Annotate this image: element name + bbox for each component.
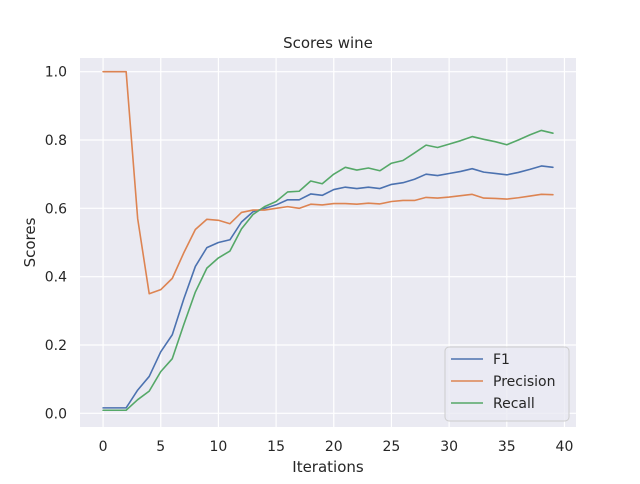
series-line-f1 — [102, 165, 554, 409]
x-axis-label: Iterations — [292, 458, 364, 476]
legend-label-recall: Recall — [493, 396, 535, 412]
x-tick-label: 15 — [267, 439, 285, 455]
y-axis-label: Scores — [21, 217, 39, 267]
legend-label-f1: F1 — [493, 352, 510, 368]
legend-label-precision: Precision — [493, 374, 555, 390]
y-tick-label: 0.4 — [45, 270, 67, 286]
x-tick-label: 5 — [156, 439, 165, 455]
y-tick-label: 0.8 — [45, 133, 67, 149]
x-tick-label: 40 — [556, 439, 574, 455]
x-tick-label: 30 — [440, 439, 458, 455]
y-tick-label: 0.0 — [45, 406, 67, 422]
series-line-precision — [102, 70, 554, 295]
series-lines — [102, 70, 554, 412]
x-tick-label: 25 — [383, 439, 401, 455]
y-tick-label: 0.6 — [45, 201, 67, 217]
y-tick-label: 0.2 — [45, 338, 67, 354]
series-line-recall — [102, 129, 554, 412]
x-axis-ticks: 0 5 10 15 20 25 30 35 40 — [99, 439, 574, 455]
legend: F1 Precision Recall — [444, 346, 570, 422]
x-tick-label: 10 — [210, 439, 228, 455]
y-tick-label: 1.0 — [45, 65, 67, 81]
x-tick-label: 0 — [99, 439, 108, 455]
y-axis-ticks: 0.0 0.2 0.4 0.6 0.8 1.0 — [45, 65, 67, 423]
x-tick-label: 20 — [325, 439, 343, 455]
chart-title: Scores wine — [283, 34, 373, 52]
x-tick-label: 35 — [498, 439, 516, 455]
